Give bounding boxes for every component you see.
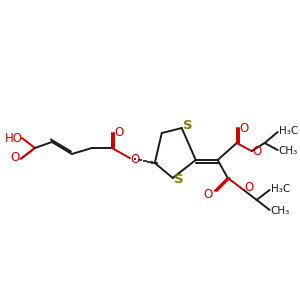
Text: O: O bbox=[203, 188, 212, 201]
Text: H₃C: H₃C bbox=[271, 184, 290, 194]
Text: O: O bbox=[252, 146, 261, 158]
Text: O: O bbox=[239, 122, 248, 134]
Text: HO: HO bbox=[5, 131, 23, 145]
Text: S: S bbox=[183, 118, 193, 131]
Text: O: O bbox=[11, 152, 20, 164]
Text: O: O bbox=[130, 154, 140, 166]
Text: CH₃: CH₃ bbox=[278, 146, 297, 156]
Text: S: S bbox=[174, 173, 184, 187]
Text: O: O bbox=[114, 125, 124, 139]
Text: H₃C: H₃C bbox=[279, 126, 298, 136]
Text: O: O bbox=[244, 182, 253, 194]
Text: CH₃: CH₃ bbox=[270, 206, 289, 216]
